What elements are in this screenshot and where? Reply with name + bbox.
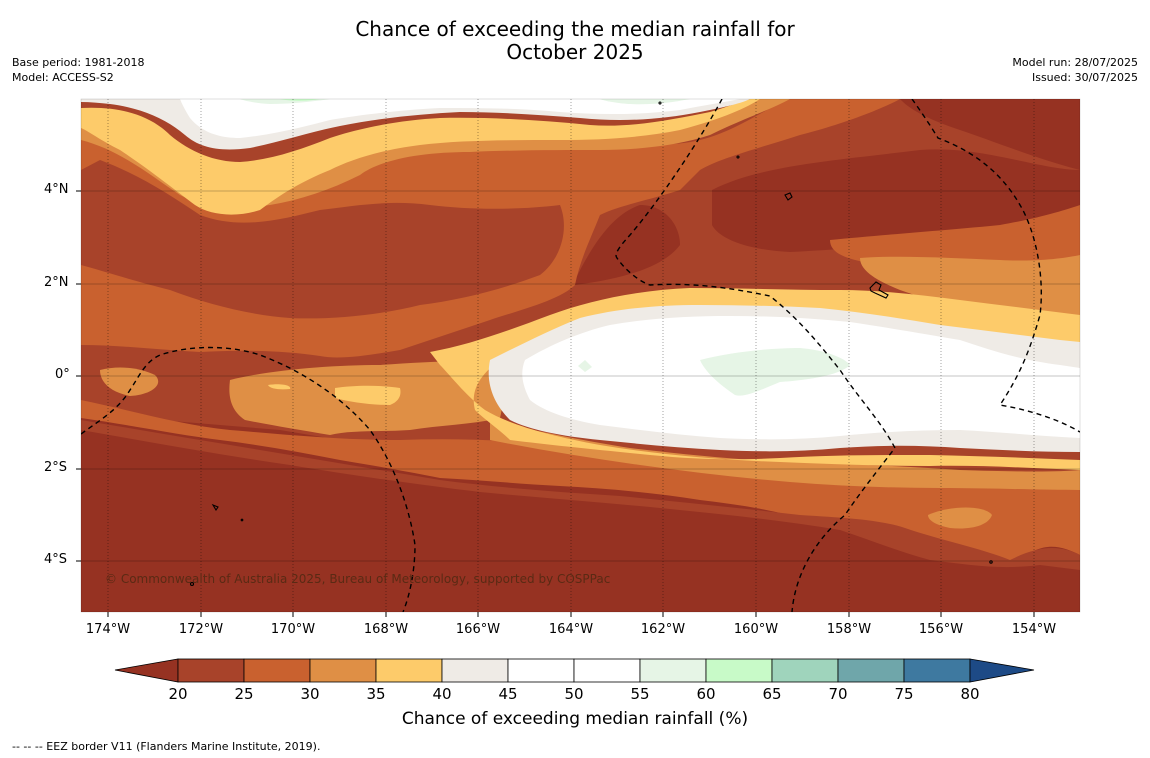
- lon-label-168w: 168°W: [363, 622, 409, 637]
- colorbar-bin-55-60: [639, 658, 707, 683]
- map-title-line2: October 2025: [506, 40, 644, 64]
- zone-35-40-small: [268, 384, 291, 390]
- zone-30-35-south: [490, 420, 1080, 490]
- colorbar: [114, 658, 1035, 683]
- zone-45-55-north: [180, 99, 740, 138]
- colorbar-under: [114, 658, 179, 683]
- map-title: Chance of exceeding the median rainfall …: [0, 18, 1150, 64]
- issued-date: Issued: 30/07/2025: [1031, 71, 1138, 84]
- lon-label-164w: 164°W: [548, 622, 594, 637]
- meta-right: Model run: 28/07/2025 Issued: 30/07/2025: [1012, 55, 1138, 85]
- lon-label-170w: 170°W: [270, 622, 316, 637]
- colorbar-tick-25: 25: [234, 685, 254, 703]
- eez-legend-note: -- -- -- EEZ border V11 (Flanders Marine…: [12, 740, 321, 753]
- lat-label-0: 0°: [55, 367, 70, 382]
- model-name: Model: ACCESS-S2: [12, 71, 114, 84]
- lon-label-158w: 158°W: [826, 622, 872, 637]
- island-small-5: [240, 518, 244, 522]
- islands: [189, 101, 993, 587]
- colorbar-bin-50-55: [573, 658, 641, 683]
- model-run: Model run: 28/07/2025: [1012, 56, 1138, 69]
- colorbar-bin-35-40: [375, 658, 443, 683]
- colorbar-bin-40-45: [441, 658, 509, 683]
- island-small-3: [658, 101, 662, 105]
- colorbar-tick-70: 70: [828, 685, 848, 703]
- axis-ticks: [76, 190, 1035, 617]
- eez-border-kiribati-line: [911, 99, 1080, 433]
- island-kiritimati: [869, 281, 889, 299]
- lat-label-2s: 2°S: [44, 460, 68, 475]
- lon-label-172w: 172°W: [178, 622, 224, 637]
- colorbar-tick-20: 20: [168, 685, 188, 703]
- eez-border-tokelau: [81, 346, 416, 612]
- zone-55-60-d: [578, 360, 592, 372]
- lon-label-162w: 162°W: [640, 622, 686, 637]
- map-title-line1: Chance of exceeding the median rainfall …: [355, 17, 795, 41]
- zone-55-60-c: [700, 348, 850, 396]
- zone-60-65-a: [280, 99, 320, 101]
- base-period: Base period: 1981-2018: [12, 56, 145, 69]
- zone-30-35-west: [100, 367, 159, 396]
- colorbar-tick-65: 65: [762, 685, 782, 703]
- colorbar-tick-30: 30: [300, 685, 320, 703]
- colorbar-bin-45-50: [507, 658, 575, 683]
- copyright-notice: © Commonwealth of Australia 2025, Bureau…: [105, 572, 611, 586]
- eez-border-kiribati-phoenix: [615, 99, 896, 612]
- colorbar-bin-70-75: [837, 658, 905, 683]
- colorbar-label: Chance of exceeding median rainfall (%): [401, 709, 749, 729]
- island-small-2: [189, 581, 195, 587]
- lon-label-156w: 156°W: [918, 622, 964, 637]
- map-frame: [80, 98, 1081, 613]
- colorbar-over: [969, 658, 1035, 683]
- lon-label-160w: 160°W: [733, 622, 779, 637]
- lon-label-154w: 154°W: [1011, 622, 1057, 637]
- island-small-4: [736, 155, 740, 159]
- zone-30-35-se: [928, 507, 992, 529]
- colorbar-tick-40: 40: [432, 685, 452, 703]
- lat-label-4n: 4°N: [44, 182, 69, 197]
- lon-label-174w: 174°W: [85, 622, 131, 637]
- island-palmyra: [784, 192, 793, 201]
- colorbar-tick-60: 60: [696, 685, 716, 703]
- lat-label-2n: 2°N: [44, 275, 69, 290]
- lat-label-4s: 4°S: [44, 552, 68, 567]
- colorbar-bin-65-70: [771, 658, 839, 683]
- colorbar-bin-60-65: [705, 658, 773, 683]
- zone-dry-patch-2: [575, 205, 680, 285]
- meta-left: Base period: 1981-2018 Model: ACCESS-S2: [12, 55, 144, 85]
- lon-label-166w: 166°W: [455, 622, 501, 637]
- colorbar-tick-35: 35: [366, 685, 386, 703]
- eez-borders: [81, 99, 1080, 612]
- zone-south-drier: [81, 430, 1080, 612]
- island-small-6: [989, 560, 993, 564]
- zone-55-60-b: [600, 99, 690, 105]
- colorbar-tick-80: 80: [960, 685, 980, 703]
- colorbar-tick-55: 55: [630, 685, 650, 703]
- zone-35-40-west: [335, 385, 401, 405]
- colorbar-bin-75-80: [903, 658, 971, 683]
- grid-lat-lines: [81, 190, 1080, 562]
- colorbar-bin-30-35: [309, 658, 377, 683]
- zone-dry-patch-5: [900, 99, 1080, 170]
- colorbar-tick-45: 45: [498, 685, 518, 703]
- zone-35-40: [81, 99, 760, 215]
- colorbar-bin-20-25: [177, 658, 245, 683]
- colorbar-tick-75: 75: [894, 685, 914, 703]
- colorbar-tick-50: 50: [564, 685, 584, 703]
- zone-25-30-south: [81, 400, 1080, 565]
- island-small-1: [211, 503, 219, 512]
- colorbar-bin-25-30: [243, 658, 311, 683]
- zone-25-30-inner-dry: [81, 160, 564, 319]
